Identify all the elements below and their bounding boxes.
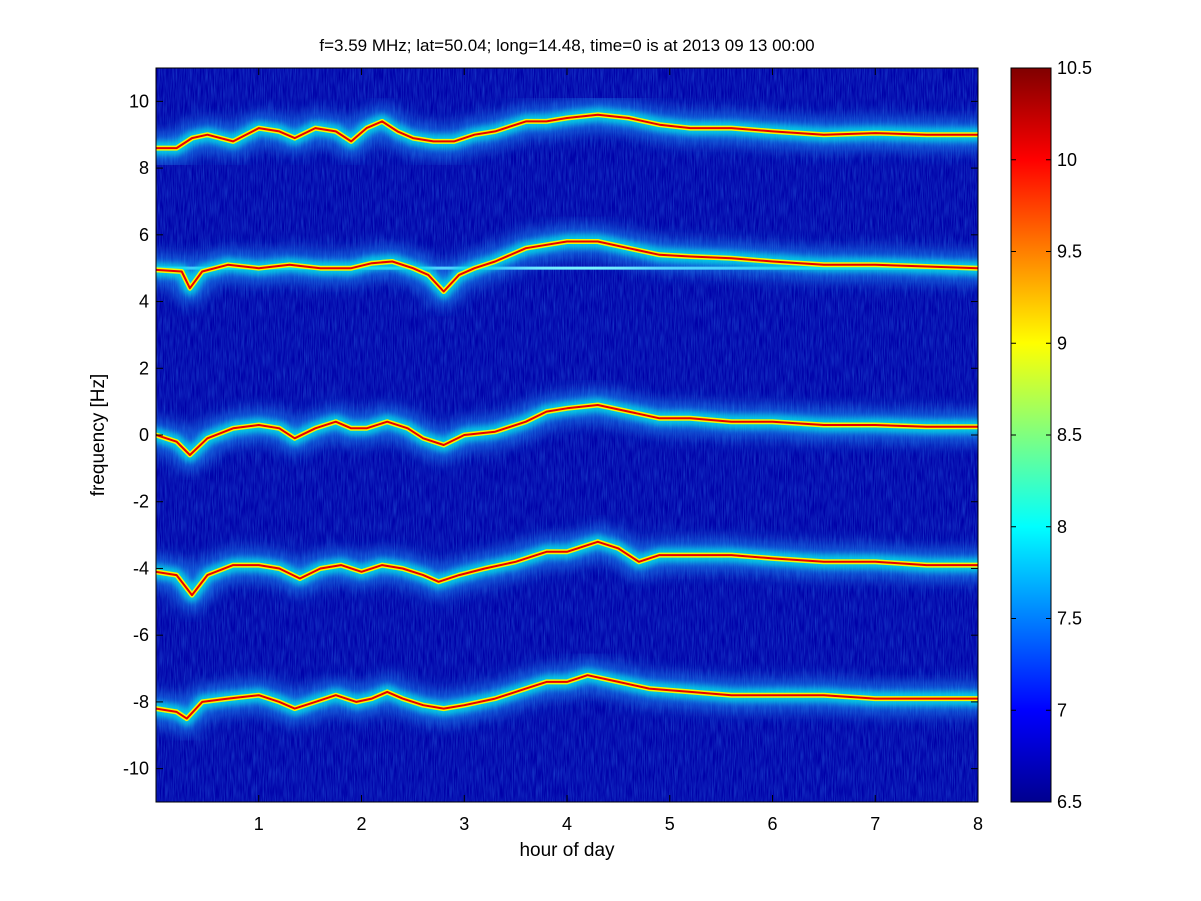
colorbar-tick-label-5: 9 — [1057, 333, 1067, 353]
echo-trace-2-band-3 — [156, 404, 978, 456]
y-tick-label-9: 8 — [139, 158, 149, 178]
x-tick-label-7: 8 — [973, 814, 983, 834]
x-axis-label: hour of day — [519, 840, 615, 861]
colorbar-tick-label-1: 7 — [1057, 700, 1067, 720]
echo-trace-2 — [156, 388, 978, 472]
colorbar: 6.5 7 7.5 8 8.5 9 9.5 10 10.5 — [1010, 58, 1092, 812]
x-tick-label-6: 7 — [870, 814, 880, 834]
y-tick-label-3: -4 — [133, 558, 149, 578]
echo-trace-3-band-3 — [156, 540, 978, 597]
y-tick-label-6: 2 — [139, 358, 149, 378]
y-tick-label-5: 0 — [139, 425, 149, 445]
colorbar-tick-label-2: 7.5 — [1057, 609, 1082, 629]
x-tick-label-0: 1 — [254, 814, 264, 834]
trace-layer — [156, 97, 978, 736]
y-tick-label-1: -8 — [133, 692, 149, 712]
echo-trace-3 — [156, 524, 978, 613]
y-axis: -10 -8 -6 -4 -2 0 2 4 6 8 10 — [123, 91, 978, 779]
x-tick-label-4: 5 — [665, 814, 675, 834]
colorbar-tick-label-7: 10 — [1057, 150, 1077, 170]
colorbar-tick-label-4: 8.5 — [1057, 425, 1082, 445]
plot-area — [155, 67, 979, 803]
echo-trace-0-band-3 — [156, 113, 978, 150]
echo-trace-1 — [156, 224, 978, 309]
x-axis: 1 2 3 4 5 6 7 8 — [254, 68, 983, 834]
chart-title: f=3.59 MHz; lat=50.04; long=14.48, time=… — [319, 36, 814, 55]
echo-trace-1-band-3 — [156, 240, 978, 293]
y-axis-label: frequency [Hz] — [88, 374, 109, 497]
echo-trace-4-band-3 — [156, 674, 978, 720]
colorbar-ticks: 6.5 7 7.5 8 8.5 9 9.5 10 10.5 — [1011, 58, 1092, 812]
colorbar-tick-label-3: 8 — [1057, 517, 1067, 537]
colorbar-tick-label-0: 6.5 — [1057, 792, 1082, 812]
y-tick-label-7: 4 — [139, 292, 149, 312]
y-tick-label-4: -2 — [133, 492, 149, 512]
x-tick-label-1: 2 — [356, 814, 366, 834]
echo-trace-4 — [156, 658, 978, 736]
y-tick-label-0: -10 — [123, 759, 149, 779]
colorbar-tick-label-6: 9.5 — [1057, 242, 1082, 262]
x-tick-label-2: 3 — [459, 814, 469, 834]
colorbar-tick-label-8: 10.5 — [1057, 58, 1092, 78]
x-tick-label-3: 4 — [562, 814, 572, 834]
colorbar-gradient — [1011, 68, 1051, 802]
x-tick-label-5: 6 — [767, 814, 777, 834]
y-tick-label-10: 10 — [129, 91, 149, 111]
y-tick-label-2: -6 — [133, 625, 149, 645]
y-tick-label-8: 6 — [139, 225, 149, 245]
echo-trace-0 — [156, 97, 978, 166]
